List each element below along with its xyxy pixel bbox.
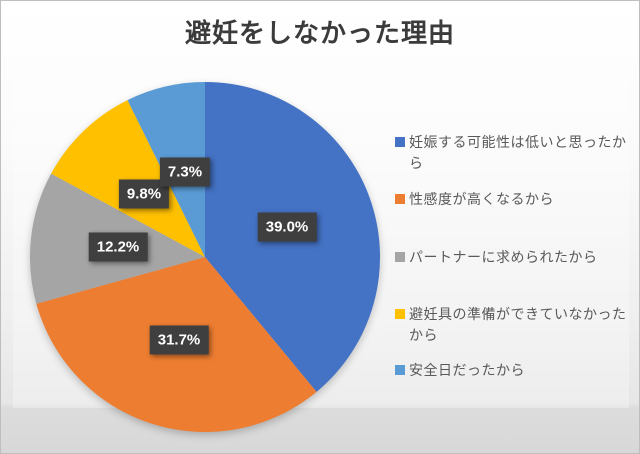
legend-marker (395, 309, 405, 319)
chart-title: 避妊をしなかった理由 (184, 18, 455, 48)
legend-marker (395, 137, 405, 147)
data-label-2: 12.2% (88, 232, 148, 262)
legend-label: 妊娠する可能性は低いと思ったから (409, 134, 627, 171)
legend-item-2: パートナーに求められたから (395, 247, 633, 268)
legend-item-1: 性感度が高くなるから (395, 189, 633, 210)
data-label-4: 7.3% (159, 157, 211, 187)
legend-marker (395, 365, 405, 375)
legend-item-3: 避妊具の準備ができていなかったから (395, 304, 633, 346)
legend-label: パートナーに求められたから (409, 249, 598, 265)
legend-marker (395, 194, 405, 204)
legend-label: 安全日だったから (409, 362, 525, 378)
legend-item-4: 安全日だったから (395, 360, 633, 381)
legend-label: 性感度が高くなるから (409, 191, 554, 207)
pie-slice-3 (51, 100, 206, 257)
legend-item-0: 妊娠する可能性は低いと思ったから (395, 132, 633, 174)
data-label-0: 39.0% (257, 212, 317, 242)
data-label-3: 9.8% (118, 179, 170, 209)
legend-label: 避妊具の準備ができていなかったから (409, 306, 627, 343)
legend-marker (395, 252, 405, 262)
data-label-1: 31.7% (149, 325, 209, 355)
